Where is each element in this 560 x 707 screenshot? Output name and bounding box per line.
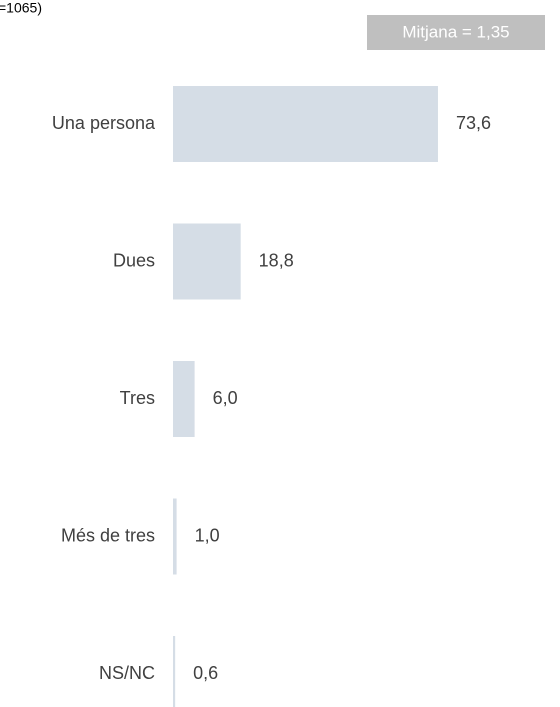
annotation-box <box>367 15 545 50</box>
bar <box>173 498 177 575</box>
category-label: Dues <box>113 250 155 270</box>
bar <box>173 636 176 707</box>
bar <box>173 361 195 437</box>
value-label: 6,0 <box>213 388 238 408</box>
value-label: 1,0 <box>195 525 220 545</box>
value-label: 73,6 <box>456 113 491 133</box>
category-label: NS/NC <box>99 663 155 683</box>
value-label: 0,6 <box>193 663 218 683</box>
bar <box>173 223 241 300</box>
sample-note: =1065) <box>0 0 42 16</box>
category-label: Tres <box>120 388 155 408</box>
value-label: 18,8 <box>259 250 294 270</box>
annotation: Mitjana = 1,35 <box>402 22 509 41</box>
category-label: Una persona <box>52 113 156 133</box>
category-label: Més de tres <box>61 525 155 545</box>
bar <box>173 86 438 162</box>
